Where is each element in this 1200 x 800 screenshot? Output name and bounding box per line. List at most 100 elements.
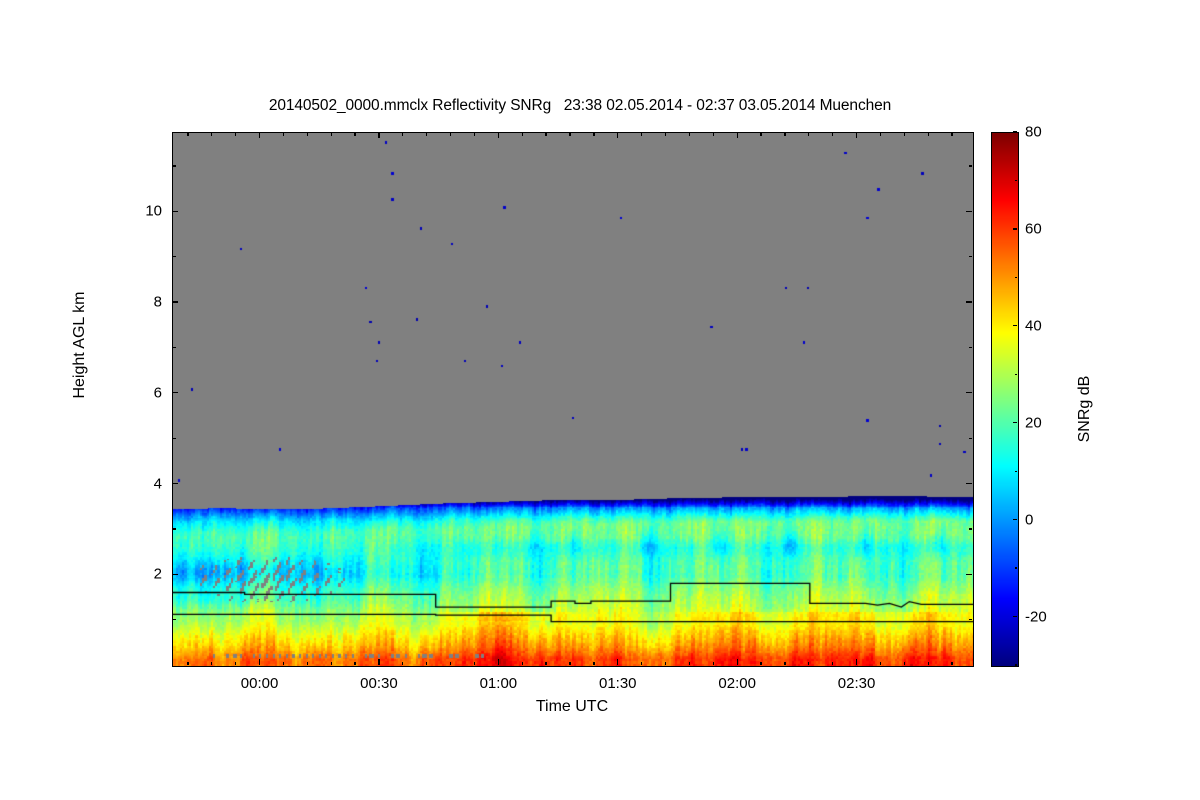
x-axis-tick [855,132,858,138]
x-axis-minor-tick [211,661,213,665]
x-axis-minor-tick [688,661,691,665]
y-axis-tick [966,301,972,303]
y-axis-minor-tick [968,165,972,167]
x-axis-tick [378,132,380,138]
colorbar-tick-label: 40 [1025,317,1042,335]
x-axis-tick-label: 02:00 [718,675,756,692]
y-axis-tick [172,392,178,394]
x-axis-minor-tick [569,661,571,665]
colorbar-minor-tick [1014,276,1017,278]
x-axis-tick [617,659,619,665]
reflectivity-heatmap-canvas [173,133,973,666]
x-axis-tick [855,659,858,665]
x-axis-minor-tick [235,661,237,665]
x-axis-minor-tick [641,132,643,136]
x-axis-minor-tick [449,132,452,136]
x-axis-minor-tick [211,132,213,136]
x-axis-minor-tick [473,661,476,665]
x-axis-minor-tick [282,661,285,665]
x-axis-minor-tick [521,132,523,136]
x-axis-tick [736,659,738,665]
plot-area [172,132,974,667]
x-axis-minor-tick [760,132,762,136]
colorbar-gradient [992,133,1018,666]
y-axis-tick-label: 10 [145,202,162,220]
x-axis-minor-tick [330,132,332,136]
x-axis-minor-tick [402,132,404,136]
x-axis-tick [497,132,499,138]
y-axis-tick [172,482,178,485]
x-axis-minor-tick [760,661,762,665]
x-axis-tick [258,659,261,665]
x-axis-minor-tick [473,132,476,136]
x-axis-tick [617,132,619,138]
x-axis-minor-tick [808,661,810,665]
x-axis-minor-tick [879,132,882,136]
x-axis-tick-label: 02:30 [837,675,876,692]
y-axis-minor-tick [172,165,176,167]
colorbar-tick-label: -20 [1025,608,1047,626]
x-axis-tick [497,659,499,665]
x-axis-tick-label: 01:30 [598,675,637,692]
x-axis-minor-tick [784,661,786,665]
y-axis-minor-tick [172,346,176,349]
x-axis-tick-label: 00:00 [240,675,279,692]
y-axis-tick [966,573,972,575]
x-axis-minor-tick [593,132,595,136]
x-axis-minor-tick [927,132,929,136]
colorbar-tick-label: 20 [1025,414,1042,432]
colorbar-title: SNRg dB [1076,375,1093,443]
y-axis-minor-tick [172,437,176,439]
x-axis-minor-tick [521,661,523,665]
x-axis-minor-tick [641,661,643,665]
x-axis-minor-tick [832,661,834,665]
y-axis-minor-tick [172,618,176,621]
x-axis-minor-tick [545,132,547,136]
x-axis-minor-tick [951,661,953,665]
y-axis-tick [966,210,972,213]
x-axis-minor-tick [402,661,404,665]
y-axis-tick-label: 6 [153,384,162,402]
y-axis-minor-tick [968,256,972,258]
x-axis-minor-tick [951,132,953,136]
x-axis-minor-tick [354,661,356,665]
x-axis-minor-tick [664,132,667,136]
x-axis-minor-tick [426,661,428,665]
colorbar-tick [1013,325,1017,327]
x-axis-minor-tick [426,132,428,136]
y-axis-minor-tick [968,618,972,621]
x-axis-minor-tick [593,661,595,665]
x-axis-minor-tick [282,132,285,136]
x-axis-minor-tick [187,132,189,136]
x-axis-minor-tick [712,132,714,136]
y-axis-minor-tick [968,437,972,439]
y-axis-minor-tick [968,528,972,530]
x-axis-minor-tick [808,132,810,136]
x-axis-minor-tick [712,661,714,665]
colorbar-minor-tick [1014,470,1017,472]
y-axis-tick [966,392,972,394]
y-axis-tick [172,301,178,303]
x-axis-tick-label: 00:30 [360,675,398,692]
x-axis-minor-tick [784,132,786,136]
y-axis-tick [172,210,178,213]
y-axis-tick-label: 8 [153,293,162,311]
y-axis-tick [172,573,178,575]
colorbar-minor-tick [1014,179,1017,182]
x-axis-minor-tick [545,661,547,665]
colorbar-tick [1013,131,1017,133]
x-axis-minor-tick [832,132,834,136]
colorbar [991,132,1019,667]
colorbar-tick-label: 80 [1025,123,1042,141]
x-axis-tick-label: 01:00 [479,675,518,692]
x-axis-minor-tick [306,132,308,136]
page-title: 20140502_0000.mmclx Reflectivity SNRg 23… [268,97,892,114]
y-axis-minor-tick [172,528,176,530]
x-axis-minor-tick [354,132,356,136]
x-axis-minor-tick [235,132,237,136]
x-axis-minor-tick [306,661,308,665]
colorbar-tick [1013,422,1017,424]
colorbar-tick-label: 60 [1025,220,1042,238]
y-axis-minor-tick [968,346,972,349]
